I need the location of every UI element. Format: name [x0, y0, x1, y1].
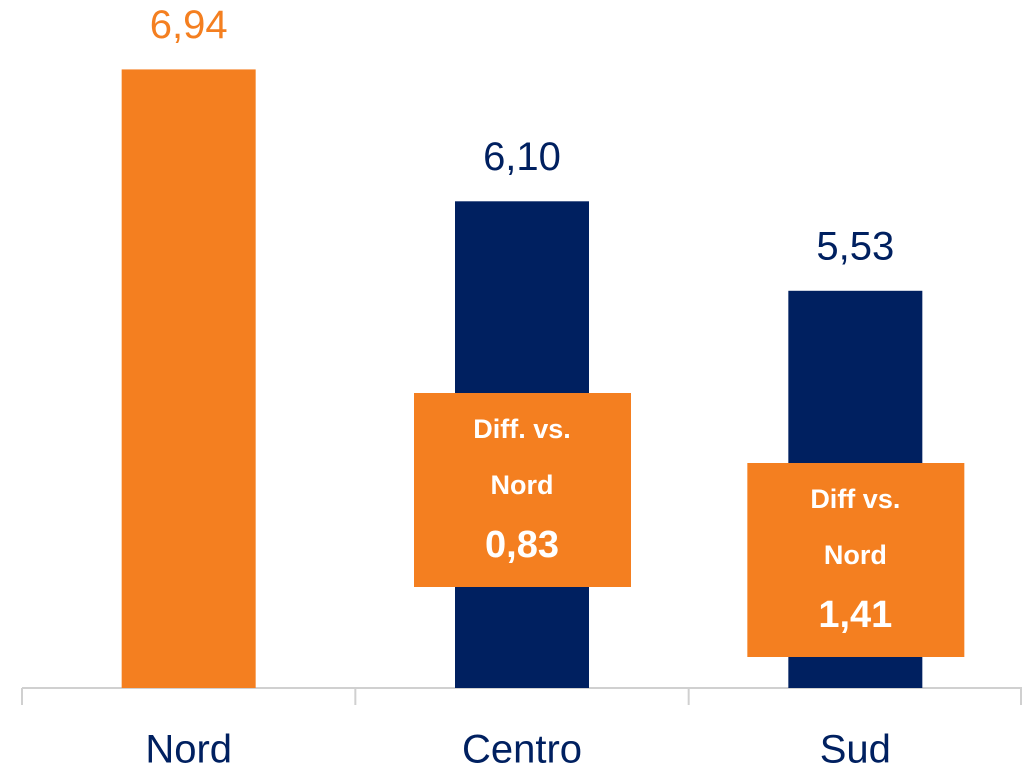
annotation-value: 0,83	[485, 524, 559, 566]
annotation-box	[747, 463, 965, 657]
bar	[121, 69, 256, 689]
annotation-text: Diff. vs.	[473, 414, 571, 444]
x-tick-label: Sud	[820, 728, 891, 772]
x-tick-label: Centro	[462, 728, 582, 772]
annotation-value: 1,41	[818, 594, 892, 636]
annotation-text: Nord	[491, 470, 554, 500]
value-label: 5,53	[816, 224, 894, 268]
annotation-box	[414, 393, 631, 587]
annotation-text: Nord	[824, 540, 887, 570]
value-label: 6,94	[150, 3, 228, 47]
x-tick-label: Nord	[145, 728, 232, 772]
value-label: 6,10	[483, 135, 561, 179]
annotation-text: Diff vs.	[810, 484, 900, 514]
